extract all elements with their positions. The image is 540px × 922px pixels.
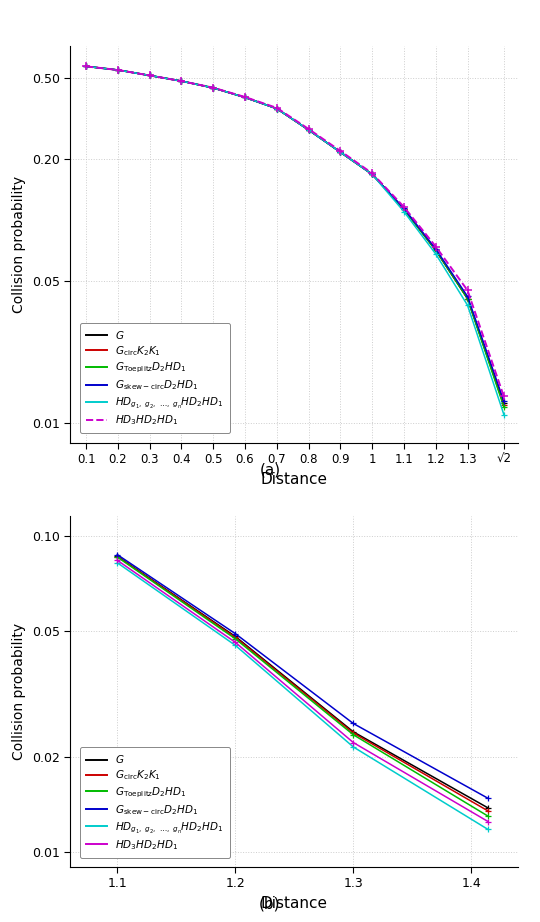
Legend: $G$, $G_{\mathrm{circ}}K_2K_1$, $G_{\mathrm{Toeplitz}}D_2HD_1$, $G_{\mathrm{skew: $G$, $G_{\mathrm{circ}}K_2K_1$, $G_{\mat… xyxy=(80,747,230,858)
X-axis label: Distance: Distance xyxy=(261,895,328,911)
X-axis label: Distance: Distance xyxy=(261,471,328,487)
Text: (b): (b) xyxy=(259,896,281,911)
Legend: $G$, $G_{\mathrm{circ}}K_2K_1$, $G_{\mathrm{Toeplitz}}D_2HD_1$, $G_{\mathrm{skew: $G$, $G_{\mathrm{circ}}K_2K_1$, $G_{\mat… xyxy=(80,323,230,433)
Y-axis label: Collision probability: Collision probability xyxy=(12,176,26,313)
Text: (a): (a) xyxy=(259,463,281,478)
Y-axis label: Collision probability: Collision probability xyxy=(12,623,26,760)
